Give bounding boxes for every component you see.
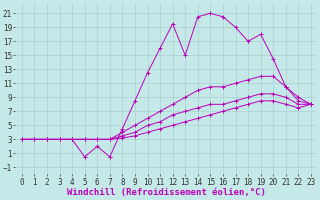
X-axis label: Windchill (Refroidissement éolien,°C): Windchill (Refroidissement éolien,°C)	[67, 188, 266, 197]
